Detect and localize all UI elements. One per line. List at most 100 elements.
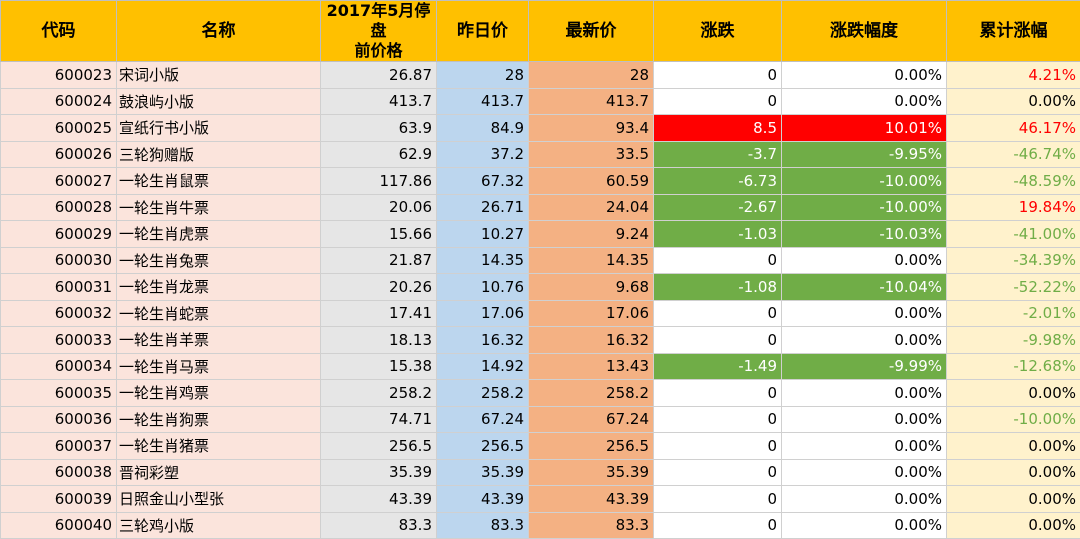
cell-name[interactable]: 一轮生肖狗票 [117,406,321,433]
cell-cumulative[interactable]: -46.74% [947,141,1080,168]
cell-yesterday-price[interactable]: 14.35 [437,247,529,274]
cell-latest-price[interactable]: 43.39 [529,486,654,513]
cell-cumulative[interactable]: -9.98% [947,327,1080,354]
cell-cumulative[interactable]: -34.39% [947,247,1080,274]
cell-cumulative[interactable]: 0.00% [947,459,1080,486]
cell-change-pct[interactable]: 0.00% [782,62,947,89]
cell-name[interactable]: 三轮狗赠版 [117,141,321,168]
cell-change-pct[interactable]: -10.03% [782,221,947,248]
cell-yesterday-price[interactable]: 67.32 [437,168,529,195]
cell-code[interactable]: 600033 [1,327,117,354]
cell-change[interactable]: 0 [654,327,782,354]
cell-name[interactable]: 一轮生肖羊票 [117,327,321,354]
cell-code[interactable]: 600029 [1,221,117,248]
cell-change[interactable]: 8.5 [654,115,782,142]
cell-change-pct[interactable]: -9.99% [782,353,947,380]
cell-pause-price[interactable]: 62.9 [321,141,437,168]
cell-yesterday-price[interactable]: 10.76 [437,274,529,301]
cell-cumulative[interactable]: -2.01% [947,300,1080,327]
header-change[interactable]: 涨跌 [654,1,782,62]
header-change-pct[interactable]: 涨跌幅度 [782,1,947,62]
cell-change[interactable]: -1.03 [654,221,782,248]
cell-latest-price[interactable]: 14.35 [529,247,654,274]
cell-cumulative[interactable]: -10.00% [947,406,1080,433]
cell-cumulative[interactable]: 0.00% [947,88,1080,115]
cell-pause-price[interactable]: 18.13 [321,327,437,354]
cell-pause-price[interactable]: 413.7 [321,88,437,115]
cell-latest-price[interactable]: 33.5 [529,141,654,168]
cell-cumulative[interactable]: 4.21% [947,62,1080,89]
cell-latest-price[interactable]: 24.04 [529,194,654,221]
cell-latest-price[interactable]: 258.2 [529,380,654,407]
cell-change-pct[interactable]: 10.01% [782,115,947,142]
cell-code[interactable]: 600027 [1,168,117,195]
cell-yesterday-price[interactable]: 413.7 [437,88,529,115]
cell-change-pct[interactable]: 0.00% [782,406,947,433]
header-code[interactable]: 代码 [1,1,117,62]
cell-name[interactable]: 鼓浪屿小版 [117,88,321,115]
cell-yesterday-price[interactable]: 256.5 [437,433,529,460]
cell-change-pct[interactable]: -10.00% [782,194,947,221]
header-pause-price[interactable]: 2017年5月停盘 前价格 [321,1,437,62]
cell-pause-price[interactable]: 20.06 [321,194,437,221]
cell-pause-price[interactable]: 21.87 [321,247,437,274]
cell-name[interactable]: 晋祠彩塑 [117,459,321,486]
cell-yesterday-price[interactable]: 10.27 [437,221,529,248]
cell-pause-price[interactable]: 74.71 [321,406,437,433]
cell-code[interactable]: 600036 [1,406,117,433]
cell-code[interactable]: 600035 [1,380,117,407]
cell-latest-price[interactable]: 67.24 [529,406,654,433]
cell-pause-price[interactable]: 15.38 [321,353,437,380]
cell-cumulative[interactable]: -48.59% [947,168,1080,195]
cell-change-pct[interactable]: -9.95% [782,141,947,168]
cell-code[interactable]: 600034 [1,353,117,380]
cell-pause-price[interactable]: 256.5 [321,433,437,460]
cell-pause-price[interactable]: 83.3 [321,512,437,539]
cell-change[interactable]: -1.08 [654,274,782,301]
cell-name[interactable]: 一轮生肖马票 [117,353,321,380]
cell-change[interactable]: 0 [654,406,782,433]
cell-latest-price[interactable]: 35.39 [529,459,654,486]
cell-code[interactable]: 600028 [1,194,117,221]
cell-change-pct[interactable]: 0.00% [782,380,947,407]
cell-cumulative[interactable]: 0.00% [947,380,1080,407]
cell-name[interactable]: 一轮生肖鸡票 [117,380,321,407]
cell-name[interactable]: 一轮生肖猪票 [117,433,321,460]
cell-yesterday-price[interactable]: 14.92 [437,353,529,380]
cell-code[interactable]: 600026 [1,141,117,168]
cell-latest-price[interactable]: 16.32 [529,327,654,354]
cell-code[interactable]: 600031 [1,274,117,301]
cell-pause-price[interactable]: 117.86 [321,168,437,195]
cell-change-pct[interactable]: 0.00% [782,300,947,327]
cell-cumulative[interactable]: 19.84% [947,194,1080,221]
cell-latest-price[interactable]: 9.24 [529,221,654,248]
cell-code[interactable]: 600030 [1,247,117,274]
cell-pause-price[interactable]: 63.9 [321,115,437,142]
cell-code[interactable]: 600037 [1,433,117,460]
cell-change[interactable]: 0 [654,62,782,89]
header-yesterday-price[interactable]: 昨日价 [437,1,529,62]
cell-yesterday-price[interactable]: 67.24 [437,406,529,433]
cell-code[interactable]: 600032 [1,300,117,327]
cell-latest-price[interactable]: 93.4 [529,115,654,142]
cell-name[interactable]: 一轮生肖兔票 [117,247,321,274]
cell-change[interactable]: 0 [654,433,782,460]
cell-name[interactable]: 一轮生肖虎票 [117,221,321,248]
cell-change[interactable]: -3.7 [654,141,782,168]
cell-pause-price[interactable]: 26.87 [321,62,437,89]
cell-name[interactable]: 一轮生肖鼠票 [117,168,321,195]
cell-cumulative[interactable]: 46.17% [947,115,1080,142]
cell-latest-price[interactable]: 83.3 [529,512,654,539]
cell-latest-price[interactable]: 13.43 [529,353,654,380]
cell-change[interactable]: 0 [654,380,782,407]
header-cumulative[interactable]: 累计涨幅 [947,1,1080,62]
cell-yesterday-price[interactable]: 84.9 [437,115,529,142]
cell-name[interactable]: 日照金山小型张 [117,486,321,513]
cell-yesterday-price[interactable]: 28 [437,62,529,89]
cell-name[interactable]: 宋词小版 [117,62,321,89]
cell-name[interactable]: 一轮生肖龙票 [117,274,321,301]
cell-change[interactable]: 0 [654,486,782,513]
cell-yesterday-price[interactable]: 35.39 [437,459,529,486]
cell-yesterday-price[interactable]: 43.39 [437,486,529,513]
cell-change[interactable]: -2.67 [654,194,782,221]
